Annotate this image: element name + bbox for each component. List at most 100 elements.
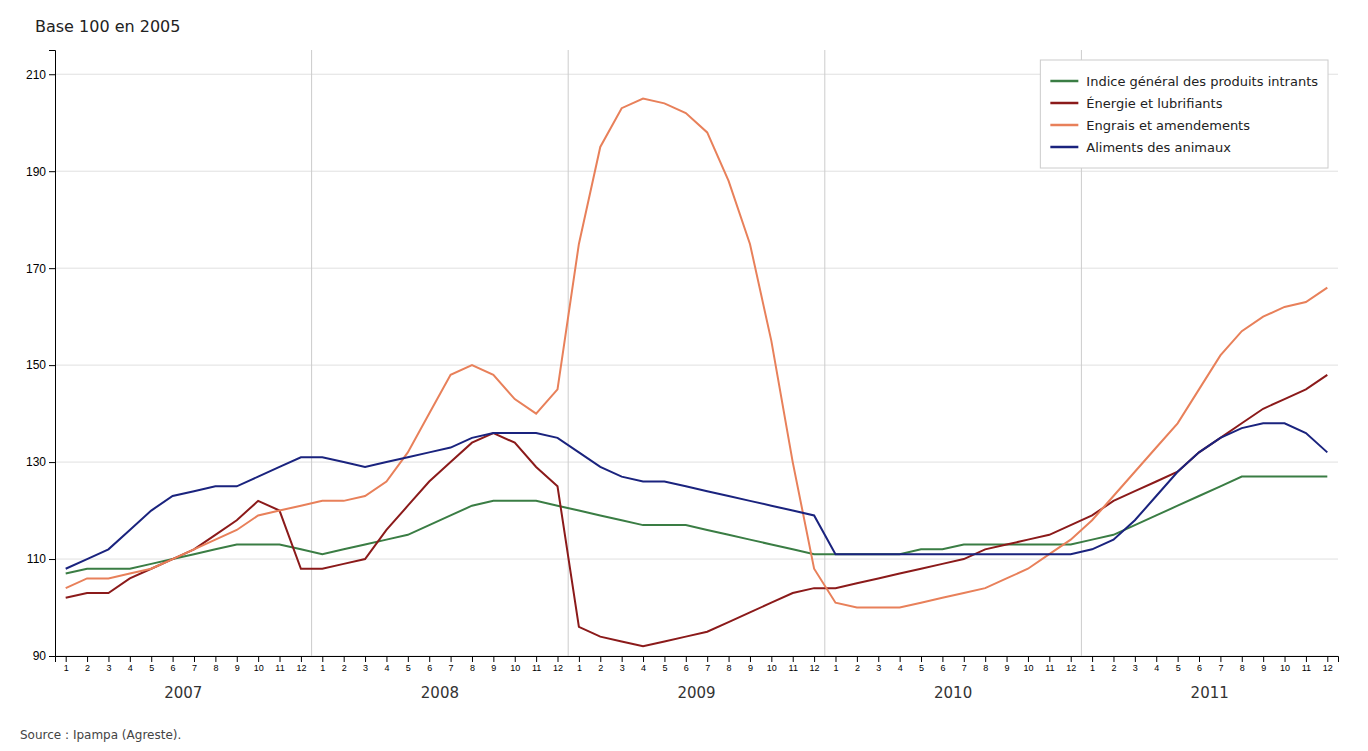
x-tick-label: 8 <box>983 663 988 673</box>
x-tick: 7 <box>449 656 454 673</box>
x-tick: 7 <box>705 656 710 673</box>
x-tick-mark <box>344 656 345 662</box>
x-tick: 9 <box>1005 656 1010 673</box>
x-tick-mark <box>536 656 537 662</box>
group-label: 2010 <box>934 684 972 702</box>
x-tick: 5 <box>1176 656 1181 673</box>
x-tick-label: 8 <box>1240 663 1245 673</box>
x-tick: 6 <box>171 656 176 673</box>
x-tick: 10 <box>510 656 520 673</box>
x-tick-mark <box>215 656 216 662</box>
x-tick-mark <box>66 656 67 662</box>
x-tick-label: 3 <box>1133 663 1138 673</box>
x-tick-mark <box>151 656 152 662</box>
x-tick: 3 <box>106 656 111 673</box>
y-tick: 130 <box>26 455 55 469</box>
x-tick-label: 9 <box>491 663 496 673</box>
y-axis-line <box>49 51 56 657</box>
group-label: 2009 <box>677 684 715 702</box>
x-tick-label: 1 <box>64 663 69 673</box>
x-tick: 6 <box>1197 656 1202 673</box>
series-line <box>66 477 1328 574</box>
x-tick: 12 <box>296 656 306 673</box>
x-tick: 9 <box>491 656 496 673</box>
x-tick: 5 <box>149 656 154 673</box>
x-tick-label: 10 <box>1280 663 1290 673</box>
y-tick-mark <box>49 74 55 75</box>
x-tick: 5 <box>662 656 667 673</box>
x-tick: 11 <box>275 656 284 673</box>
x-axis: 1234567891011121234567891011121234567891… <box>56 656 1339 673</box>
x-tick: 12 <box>810 656 820 673</box>
x-tick-mark <box>1071 656 1072 662</box>
y-tick-label: 130 <box>26 455 46 469</box>
y-tick-label: 90 <box>33 649 47 663</box>
x-tick: 11 <box>1045 656 1054 673</box>
group-label: 2008 <box>421 684 459 702</box>
x-tick: 4 <box>641 656 646 673</box>
x-tick-label: 8 <box>727 663 732 673</box>
x-tick: 6 <box>427 656 432 673</box>
y-tick: 90 <box>33 649 55 663</box>
y-tick-label: 190 <box>26 165 46 179</box>
x-tick: 3 <box>876 656 881 673</box>
x-tick: 2 <box>342 656 347 673</box>
x-tick: 10 <box>1280 656 1290 673</box>
x-tick-label: 12 <box>810 663 820 673</box>
x-tick-mark <box>386 656 387 662</box>
x-tick-mark <box>579 656 580 662</box>
x-tick-label: 10 <box>767 663 777 673</box>
x-tick-mark <box>1007 656 1008 662</box>
legend-swatch <box>1050 80 1078 83</box>
x-tick: 4 <box>1154 656 1159 673</box>
x-tick-label: 5 <box>149 663 154 673</box>
chart: 9011013015017019021012345678910111212345… <box>0 0 1368 751</box>
x-tick-label: 4 <box>384 663 389 673</box>
x-tick: 10 <box>767 656 777 673</box>
x-tick: 9 <box>748 656 753 673</box>
x-tick: 8 <box>1240 656 1245 673</box>
x-tick-mark <box>1242 656 1243 662</box>
x-tick: 11 <box>532 656 541 673</box>
group-label: 2011 <box>1191 684 1229 702</box>
x-tick-mark <box>451 656 452 662</box>
y-tick-mark <box>49 171 55 172</box>
x-tick-mark <box>857 656 858 662</box>
x-tick: 10 <box>1023 656 1033 673</box>
x-tick-label: 3 <box>876 663 881 673</box>
x-tick: 5 <box>919 656 924 673</box>
x-tick-mark <box>301 656 302 662</box>
x-tick-mark <box>472 656 473 662</box>
x-tick-mark <box>622 656 623 662</box>
x-tick-label: 4 <box>128 663 133 673</box>
x-tick-label: 8 <box>213 663 218 673</box>
legend-label: Aliments des animaux <box>1086 140 1231 155</box>
x-tick-mark <box>1285 656 1286 662</box>
x-tick-label: 12 <box>296 663 306 673</box>
x-tick-label: 2 <box>855 663 860 673</box>
y-tick-label: 110 <box>27 552 46 566</box>
x-tick-label: 9 <box>1261 663 1266 673</box>
legend-label: Engrais et amendements <box>1086 118 1250 133</box>
series-line <box>66 375 1328 646</box>
group-label: 2007 <box>164 684 202 702</box>
x-tick: 5 <box>406 656 411 673</box>
x-tick-mark <box>964 656 965 662</box>
x-tick: 1 <box>1090 656 1095 673</box>
legend-box <box>1040 60 1328 168</box>
group-separator <box>311 50 312 656</box>
x-tick-mark <box>814 656 815 662</box>
x-tick-mark <box>1028 656 1029 662</box>
x-tick-mark <box>280 656 281 662</box>
x-tick-label: 3 <box>106 663 111 673</box>
x-tick: 4 <box>898 656 903 673</box>
x-tick-mark <box>1113 656 1114 662</box>
x-tick-label: 6 <box>171 663 176 673</box>
y-tick-mark <box>49 268 55 269</box>
grid-line <box>55 559 1338 560</box>
x-tick-label: 11 <box>789 663 798 673</box>
legend-label: Énergie et lubrifiants <box>1086 96 1222 111</box>
x-tick-label: 5 <box>406 663 411 673</box>
x-tick-mark <box>921 656 922 662</box>
x-tick: 11 <box>1302 656 1311 673</box>
